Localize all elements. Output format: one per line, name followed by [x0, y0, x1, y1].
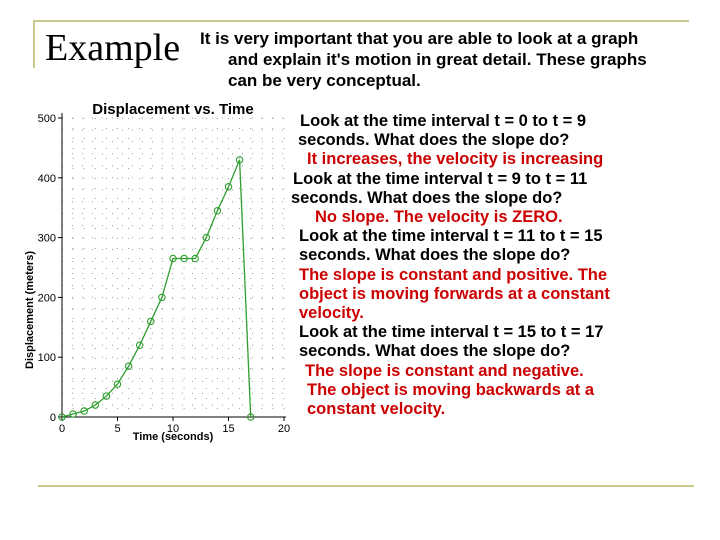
intro-line: and explain it's motion in great detail.… [228, 50, 647, 69]
x-tick-label: 0 [59, 423, 65, 435]
x-tick-label: 5 [114, 423, 120, 435]
answer-line: object is moving forwards at a constant [299, 284, 610, 303]
x-tick-label: 15 [222, 423, 234, 435]
question-line: Look at the time interval t = 15 to t = … [299, 323, 604, 342]
data-point [135, 341, 144, 349]
question-line: Look at the time interval t = 11 to t = … [299, 227, 603, 246]
chart-axes: 0 100 200 300 400 500 0 5 10 15 20 [38, 113, 290, 435]
answer-line: velocity. [299, 304, 364, 323]
y-tick-label: 0 [50, 412, 56, 424]
y-tick-label: 400 [38, 173, 56, 185]
data-point [69, 410, 77, 418]
x-tick-label: 10 [167, 423, 179, 435]
data-point [202, 233, 211, 242]
answer-line: No slope. The velocity is ZERO. [315, 208, 563, 227]
answer-line: constant velocity. [307, 400, 446, 419]
data-point [246, 413, 255, 421]
data-point [124, 362, 133, 370]
data-point [102, 392, 111, 400]
data-point [180, 254, 188, 263]
data-point [224, 183, 233, 191]
answer-line: The object is moving backwards at a [307, 380, 595, 399]
intro-text: It is very important that you are able t… [200, 28, 680, 91]
series-line [61, 159, 252, 418]
question-line: seconds. What does the slope do? [298, 131, 570, 150]
y-axis-label: Displacement (meters) [24, 251, 36, 369]
intro-line: can be very conceptual. [228, 71, 421, 90]
question-line: seconds. What does the slope do? [299, 246, 571, 265]
x-axis-label: Time (seconds) [133, 431, 214, 443]
y-tick-label: 100 [38, 352, 56, 364]
answer-line: It increases, the velocity is increasing [307, 150, 604, 169]
answer-line: The slope is constant and negative. [305, 361, 584, 380]
accent-rule-bottom [38, 485, 694, 487]
data-point [147, 317, 155, 326]
accent-rule-left [33, 20, 35, 68]
chart-title: Displacement vs. Time [92, 101, 253, 118]
question-line: seconds. What does the slope do? [291, 188, 563, 207]
question-line: Look at the time interval t = 0 to t = 9 [300, 112, 587, 130]
data-point [169, 254, 177, 263]
slide-title: Example [45, 27, 181, 69]
data-point [213, 206, 222, 215]
answer-line: The slope is constant and positive. The [299, 265, 608, 284]
y-tick-label: 500 [38, 113, 56, 125]
data-point [80, 407, 88, 415]
chart-grid [61, 117, 285, 418]
accent-rule-top [33, 20, 689, 22]
data-point [158, 293, 166, 302]
data-point [235, 156, 244, 164]
data-point [91, 401, 100, 409]
qa-block: Look at the time interval t = 0 to t = 9… [285, 112, 710, 419]
question-line: Look at the time interval t = 9 to t = 1… [293, 169, 588, 188]
data-point [58, 413, 66, 421]
y-tick-label: 300 [38, 233, 56, 245]
question-line: seconds. What does the slope do? [299, 342, 571, 361]
displacement-chart: 0 100 200 300 400 500 0 5 10 15 20 Displacement vs… [24, 101, 290, 443]
data-point [191, 254, 199, 263]
y-tick-label: 200 [38, 292, 56, 304]
data-point [113, 380, 122, 388]
intro-line: It is very important that you are able t… [200, 29, 639, 48]
x-tick-label: 20 [278, 423, 290, 435]
chart-series [58, 156, 255, 421]
